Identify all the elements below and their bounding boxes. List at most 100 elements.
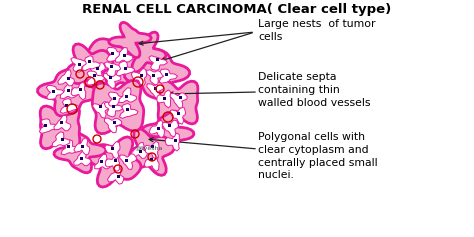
Polygon shape bbox=[71, 57, 90, 72]
Bar bbox=[66, 89, 70, 92]
Bar bbox=[125, 159, 128, 162]
Polygon shape bbox=[95, 154, 112, 169]
Bar bbox=[80, 157, 83, 160]
Polygon shape bbox=[105, 141, 120, 159]
Bar bbox=[93, 74, 96, 77]
Bar bbox=[113, 97, 116, 100]
Polygon shape bbox=[89, 137, 141, 187]
Polygon shape bbox=[82, 56, 100, 71]
Bar bbox=[176, 112, 180, 115]
Polygon shape bbox=[108, 92, 127, 106]
Polygon shape bbox=[46, 85, 64, 99]
Bar bbox=[113, 121, 117, 124]
Polygon shape bbox=[116, 61, 135, 76]
Text: @liyesha: @liyesha bbox=[135, 146, 164, 151]
Polygon shape bbox=[74, 151, 91, 166]
Polygon shape bbox=[60, 99, 79, 113]
Bar bbox=[164, 97, 166, 100]
Bar bbox=[126, 108, 129, 111]
Bar bbox=[173, 139, 177, 142]
Polygon shape bbox=[104, 118, 122, 133]
Bar bbox=[100, 160, 103, 163]
Polygon shape bbox=[142, 111, 194, 153]
Polygon shape bbox=[170, 107, 186, 124]
Bar bbox=[60, 121, 63, 124]
Polygon shape bbox=[146, 70, 164, 85]
Bar bbox=[125, 67, 128, 70]
Polygon shape bbox=[119, 154, 137, 169]
Bar bbox=[109, 76, 112, 79]
Polygon shape bbox=[108, 168, 124, 184]
Polygon shape bbox=[74, 138, 90, 155]
Bar bbox=[88, 60, 91, 63]
Polygon shape bbox=[116, 47, 133, 62]
Polygon shape bbox=[54, 115, 71, 131]
Bar bbox=[78, 63, 81, 66]
Polygon shape bbox=[119, 88, 137, 103]
Polygon shape bbox=[158, 80, 198, 124]
Polygon shape bbox=[104, 102, 123, 117]
Bar bbox=[125, 95, 128, 98]
Polygon shape bbox=[39, 119, 58, 133]
Polygon shape bbox=[103, 73, 121, 88]
Bar bbox=[165, 73, 168, 76]
Polygon shape bbox=[40, 105, 80, 149]
Polygon shape bbox=[126, 129, 174, 175]
Bar bbox=[157, 127, 160, 130]
Bar bbox=[151, 146, 155, 148]
Polygon shape bbox=[89, 63, 105, 79]
Polygon shape bbox=[61, 140, 79, 155]
Polygon shape bbox=[58, 70, 74, 86]
Bar bbox=[140, 74, 144, 77]
Polygon shape bbox=[124, 32, 166, 72]
Polygon shape bbox=[149, 120, 164, 137]
Polygon shape bbox=[104, 62, 123, 77]
Bar bbox=[111, 147, 114, 150]
Polygon shape bbox=[87, 71, 105, 85]
Text: Delicate septa
containing thin
walled blood vessels: Delicate septa containing thin walled bl… bbox=[258, 72, 371, 108]
Polygon shape bbox=[170, 93, 187, 108]
Polygon shape bbox=[92, 102, 109, 118]
Polygon shape bbox=[147, 83, 164, 98]
Polygon shape bbox=[54, 131, 106, 173]
Bar bbox=[61, 138, 64, 141]
Bar bbox=[117, 175, 120, 178]
Polygon shape bbox=[37, 68, 99, 116]
Polygon shape bbox=[92, 80, 144, 134]
Bar bbox=[65, 104, 68, 107]
Polygon shape bbox=[145, 141, 159, 159]
Bar bbox=[112, 105, 115, 108]
Polygon shape bbox=[131, 68, 146, 86]
Polygon shape bbox=[159, 69, 178, 83]
Bar bbox=[168, 124, 171, 127]
Polygon shape bbox=[71, 82, 86, 100]
Polygon shape bbox=[119, 104, 138, 118]
Bar bbox=[109, 65, 113, 68]
Polygon shape bbox=[157, 90, 171, 108]
Bar bbox=[67, 77, 70, 80]
Bar bbox=[67, 146, 70, 148]
Bar bbox=[111, 52, 114, 55]
Polygon shape bbox=[165, 133, 180, 151]
Bar bbox=[114, 159, 117, 162]
Polygon shape bbox=[131, 142, 147, 158]
Polygon shape bbox=[60, 84, 78, 98]
Text: Polygonal cells with
clear cytoplasm and
centrally placed small
nuclei.: Polygonal cells with clear cytoplasm and… bbox=[258, 132, 378, 180]
Bar bbox=[139, 150, 142, 153]
Bar bbox=[123, 54, 126, 57]
Bar bbox=[152, 74, 155, 77]
Bar bbox=[52, 90, 55, 93]
Polygon shape bbox=[124, 48, 190, 100]
Bar bbox=[179, 96, 182, 99]
Polygon shape bbox=[52, 132, 70, 147]
Bar bbox=[154, 87, 157, 90]
Polygon shape bbox=[144, 153, 159, 171]
Text: RENAL CELL CARCINOMA( Clear cell type): RENAL CELL CARCINOMA( Clear cell type) bbox=[82, 3, 392, 16]
Polygon shape bbox=[149, 56, 167, 70]
Polygon shape bbox=[162, 120, 178, 137]
Bar bbox=[79, 88, 82, 91]
Bar bbox=[82, 145, 84, 148]
Bar bbox=[149, 158, 153, 161]
Polygon shape bbox=[109, 22, 151, 58]
Polygon shape bbox=[87, 32, 149, 92]
